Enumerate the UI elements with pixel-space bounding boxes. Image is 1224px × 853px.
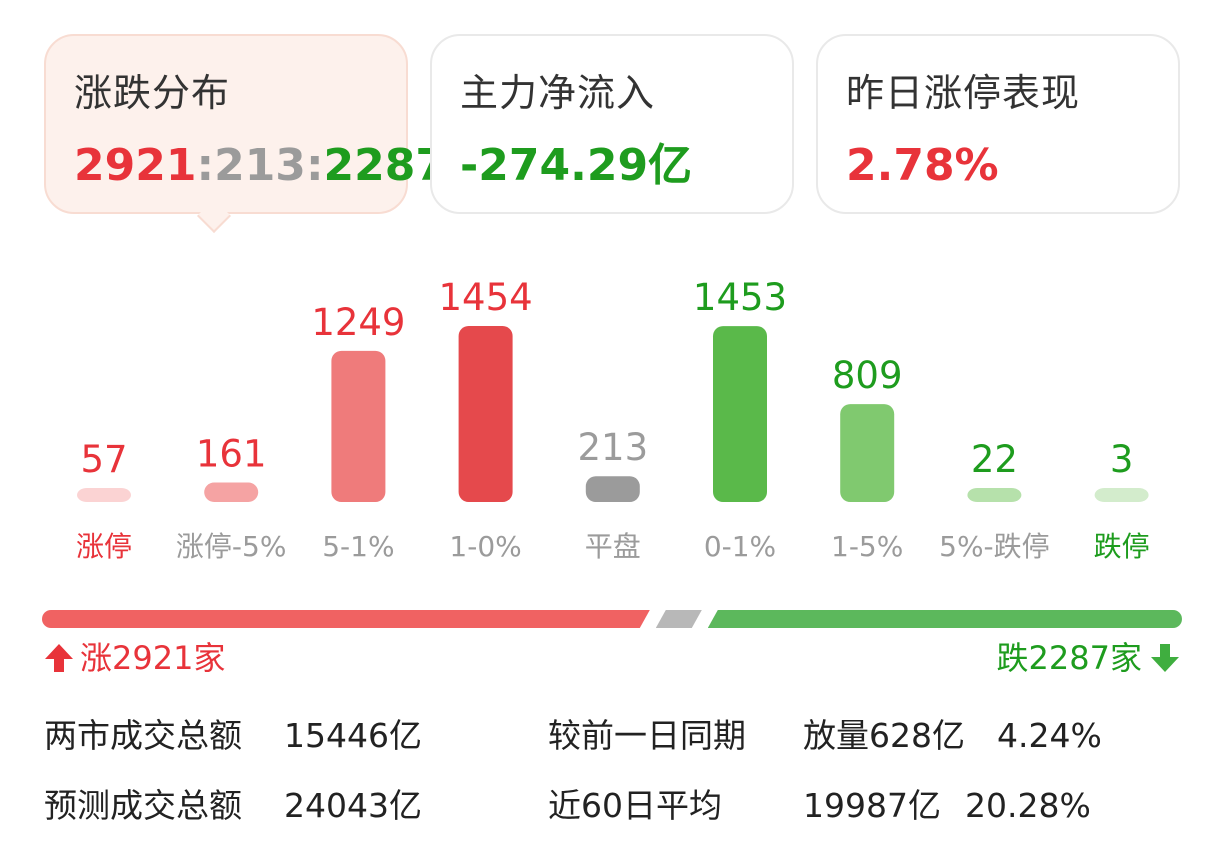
total-turnover-value: 15446亿	[284, 716, 422, 755]
card-net-inflow[interactable]: 主力净流入 -274.29亿	[430, 34, 794, 214]
bar-value-label: 22	[971, 438, 1018, 481]
category-label: 5%-跌停	[939, 530, 1050, 563]
card-limit-up-performance[interactable]: 昨日涨停表现 2.78%	[816, 34, 1180, 214]
forecast-turnover-value: 24043亿	[284, 786, 422, 825]
bar-5	[713, 326, 767, 502]
bar-3	[458, 326, 513, 502]
limit-up-performance-value: 2.78%	[846, 140, 999, 191]
up-count-label: 涨2921家	[80, 639, 226, 677]
breadth-flat-segment	[656, 610, 702, 628]
distribution-ratio: 2921:213:2287	[74, 140, 446, 192]
total-turnover-label: 两市成交总额	[44, 716, 242, 755]
bar-6	[840, 404, 895, 502]
avg-60d-value: 19987亿	[803, 786, 941, 825]
card-distribution[interactable]: 涨跌分布 2921:213:2287	[44, 34, 446, 214]
category-label: 5-1%	[322, 530, 394, 563]
breadth-down-segment	[707, 610, 1182, 628]
category-label: 平盘	[585, 530, 641, 563]
prev-day-volume: 放量628亿	[803, 716, 965, 755]
bar-0	[77, 488, 131, 502]
category-label: 跌停	[1094, 530, 1150, 563]
bar-value-label: 1453	[693, 276, 787, 319]
category-label: 0-1%	[704, 530, 776, 563]
bar-value-label: 3	[1110, 438, 1134, 481]
ratio-down: 2287	[323, 140, 447, 191]
card-title: 涨跌分布	[74, 71, 231, 115]
distribution-bar-chart: 57 涨停 161 涨停-5% 1249 5-1% 1454 1-0% 213 平盘 1453 0-1…	[76, 276, 1150, 563]
ratio-up: 2921	[74, 140, 197, 191]
net-inflow-value: -274.29亿	[460, 140, 693, 191]
category-label: 1-0%	[449, 530, 521, 563]
ratio-sep: :	[196, 140, 215, 191]
bar-1	[204, 482, 259, 502]
arrow-down-icon	[1151, 644, 1179, 672]
bar-8	[1094, 488, 1149, 502]
bar-4	[585, 476, 640, 502]
ratio-flat: 213	[214, 140, 306, 191]
card-title: 昨日涨停表现	[846, 71, 1081, 115]
arrow-up-icon	[45, 644, 73, 672]
prev-day-label: 较前一日同期	[548, 716, 746, 755]
up-count: 涨2921家	[44, 638, 225, 678]
breadth-up-segment	[42, 610, 650, 628]
bar-7	[967, 488, 1022, 502]
bar-value-label: 1249	[311, 301, 405, 344]
bar-value-label: 161	[196, 433, 267, 476]
bar-value-label: 809	[832, 354, 903, 397]
bar-value-label: 1454	[439, 276, 533, 319]
bar-value-label: 57	[80, 438, 127, 481]
avg-60d-label: 近60日平均	[548, 786, 722, 825]
avg-60d-pct: 20.28%	[965, 786, 1091, 825]
bar-value-label: 213	[577, 426, 648, 469]
forecast-turnover-label: 预测成交总额	[44, 786, 242, 825]
category-label: 涨停-5%	[176, 530, 287, 563]
category-label: 1-5%	[831, 530, 903, 563]
prev-day-pct: 4.24%	[997, 716, 1102, 755]
category-label: 涨停	[76, 530, 132, 563]
ratio-sep: :	[305, 140, 324, 191]
card-title: 主力净流入	[460, 71, 656, 115]
down-count-label: 跌2287家	[996, 639, 1142, 677]
bar-2	[331, 350, 386, 502]
down-count: 跌2287家	[997, 638, 1180, 678]
